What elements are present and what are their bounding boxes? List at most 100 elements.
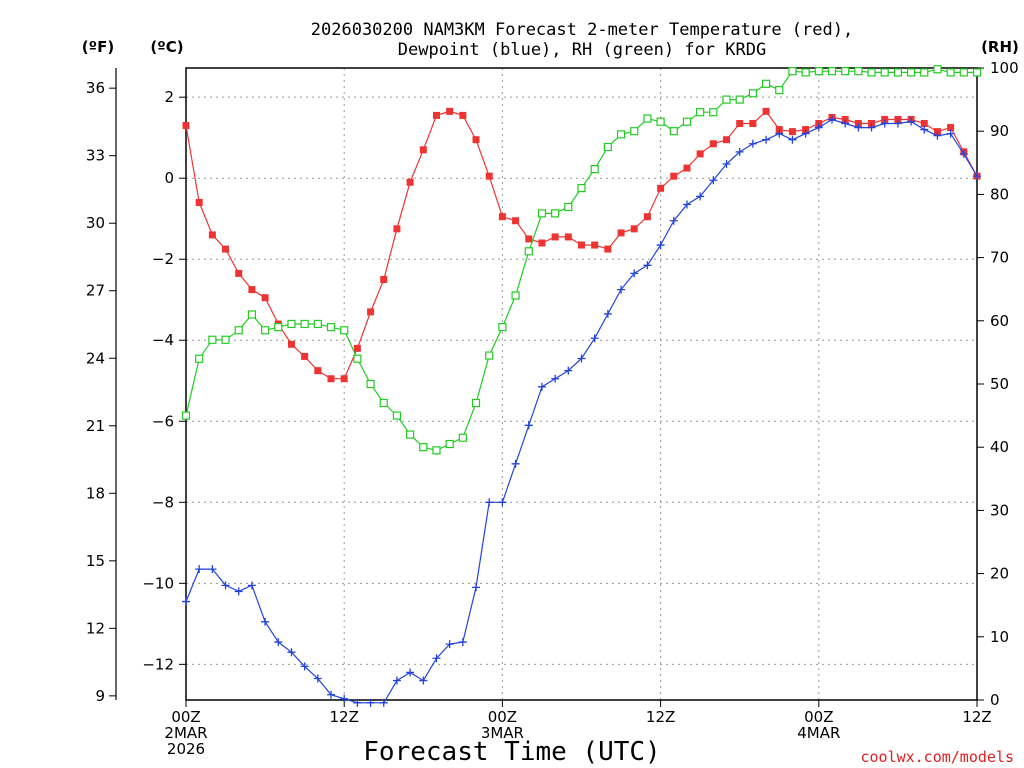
rh-point: [195, 354, 204, 363]
celsius-tick-label: −4: [152, 331, 174, 349]
dewpoint-point: [182, 597, 190, 606]
rh-tick-label: 70: [990, 249, 1009, 267]
rh-point: [682, 117, 692, 126]
rh-point: [287, 319, 296, 329]
dewpoint-point: [775, 129, 784, 138]
temperature-point: [578, 241, 585, 249]
temperature-point: [696, 150, 704, 158]
rh-point: [340, 326, 349, 335]
dewpoint-point: [920, 125, 929, 134]
rh-point: [274, 323, 283, 332]
rh-point: [551, 209, 560, 218]
temperature-point: [736, 120, 744, 128]
temperature-point: [815, 120, 823, 128]
rh-point: [775, 86, 784, 95]
rh-point: [643, 114, 652, 123]
dewpoint-point: [261, 617, 270, 626]
temperature-point: [947, 124, 955, 132]
fahrenheit-tick-label: 18: [86, 484, 105, 502]
dewpoint-point: [643, 261, 652, 270]
rh-point: [906, 68, 916, 77]
dewpoint-point: [933, 131, 942, 140]
rh-point: [524, 247, 533, 256]
dewpoint-point: [498, 498, 507, 507]
temperature-point: [564, 233, 572, 241]
dewpoint-point: [946, 129, 955, 138]
dewpoint-point: [537, 382, 546, 391]
rh-point: [313, 319, 322, 329]
celsius-tick-label: 2: [164, 88, 174, 106]
temperature-point: [551, 233, 559, 241]
dewpoint-point: [432, 654, 441, 663]
dewpoint-point: [709, 176, 718, 185]
temperature-point: [868, 120, 876, 128]
x-axis-label: Forecast Time (UTC): [363, 737, 660, 767]
rh-tick-label: 80: [990, 185, 1009, 203]
temperature-point: [393, 225, 401, 233]
dewpoint-point: [195, 565, 204, 574]
temperature-point: [643, 213, 651, 221]
dewpoint-point: [590, 334, 599, 343]
rh-tick-label: 0: [990, 691, 1000, 709]
temperature-point: [432, 111, 440, 119]
celsius-tick-label: −6: [152, 412, 174, 430]
fahrenheit-tick-label: 15: [86, 552, 105, 570]
temperature-point: [670, 172, 678, 180]
temperature-point: [406, 178, 414, 186]
celsius-unit-label: (ºC): [150, 38, 183, 56]
dewpoint-point: [564, 366, 573, 375]
dewpoint-point: [656, 241, 665, 250]
rh-point: [841, 67, 850, 76]
dewpoint-point: [827, 115, 836, 124]
fahrenheit-tick-label: 30: [86, 214, 105, 232]
rh-point: [564, 202, 573, 212]
dewpoint-point: [485, 498, 494, 507]
dewpoint-point: [300, 662, 309, 671]
temperature-point: [314, 367, 322, 375]
celsius-tick-label: −10: [142, 574, 174, 592]
dewpoint-point: [419, 676, 428, 685]
temperature-point: [182, 122, 190, 130]
temperature-point: [881, 115, 889, 123]
dewpoint-point: [841, 119, 850, 128]
credit-text: coolwx.com/models: [860, 748, 1014, 766]
rh-point: [748, 89, 757, 98]
rh-point: [181, 411, 191, 420]
rh-tick-label: 100: [990, 59, 1019, 77]
rh-point: [827, 67, 837, 76]
dewpoint-point: [458, 638, 467, 647]
x-tick-label: 4MAR: [797, 724, 840, 742]
rh-point: [630, 127, 639, 136]
rh-point: [485, 351, 494, 360]
rh-point: [959, 68, 968, 77]
temperature-point: [749, 120, 757, 128]
temperature-point: [340, 375, 348, 383]
temperature-point: [195, 199, 203, 207]
fahrenheit-unit-label: (ºF): [82, 38, 114, 56]
chart-title: 2026030200 NAM3KM Forecast 2-meter Tempe…: [311, 20, 853, 60]
temperature-point: [512, 217, 520, 225]
rh-point: [814, 67, 823, 76]
gridlines: [186, 68, 977, 700]
temperature-point: [723, 136, 731, 144]
series-markers-rh: [181, 65, 982, 455]
rh-point: [761, 79, 771, 88]
dewpoint-point: [327, 690, 336, 699]
x-tick-label: 12Z: [962, 708, 991, 726]
rh-point: [656, 117, 665, 126]
fahrenheit-tick-label: 24: [86, 349, 105, 367]
plot-frame: [185, 67, 978, 701]
title-line-2: Dewpoint (blue), RH (green) for KRDG: [398, 40, 766, 60]
temperature-point: [775, 126, 783, 134]
rh-point: [392, 411, 402, 420]
dewpoint-point: [788, 135, 797, 144]
rh-point: [537, 209, 547, 218]
rh-point: [208, 335, 217, 344]
temperature-point: [854, 120, 862, 128]
temperature-point: [367, 308, 375, 316]
dewpoint-point: [630, 269, 639, 278]
temperature-point: [894, 115, 902, 123]
rh-point: [933, 65, 942, 74]
rh-tick-label: 30: [990, 501, 1009, 519]
